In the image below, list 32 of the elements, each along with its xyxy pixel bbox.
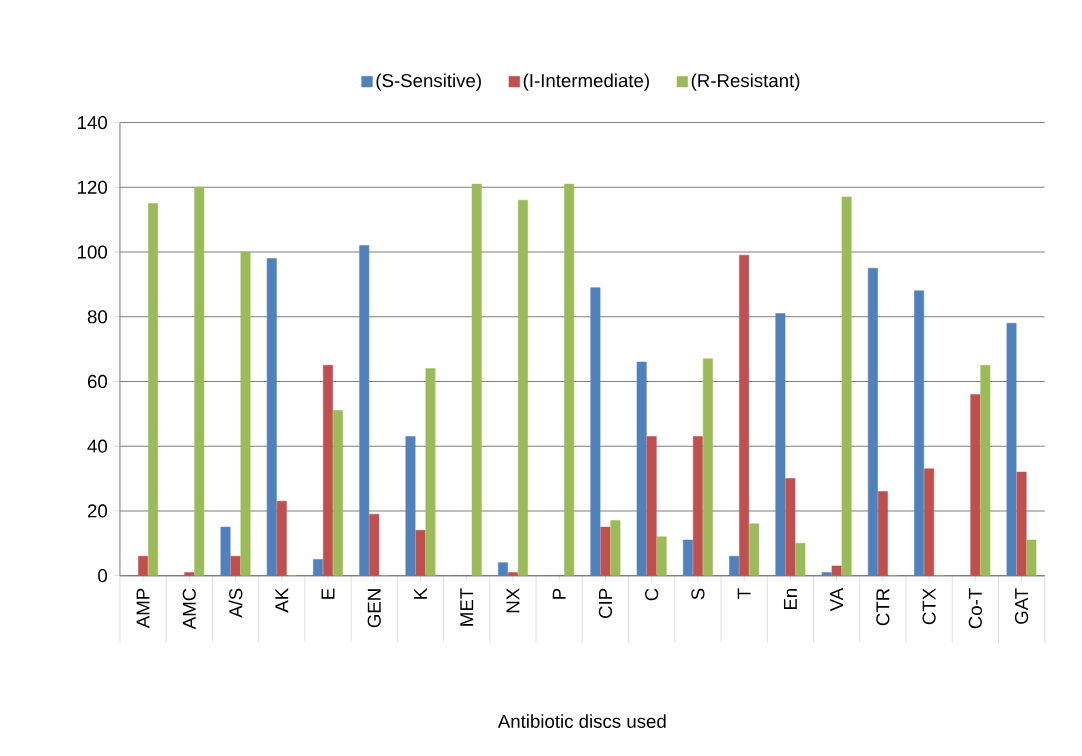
x-tick-label: CIP [598, 589, 613, 619]
x-tick-label: CTR [876, 588, 890, 626]
x-tick-label: VA [830, 588, 844, 612]
x-tick-label: A/S [228, 588, 243, 619]
x-tick-label: P [552, 589, 566, 599]
x-tick-label: Co-T [968, 588, 982, 629]
x-tick-label: T [737, 588, 751, 600]
y-tick-label: 80 [87, 310, 108, 324]
y-tick-label: 60 [87, 375, 108, 389]
x-tick-label: AMP [136, 589, 150, 629]
x-axis-title: Antibiotic discs used [497, 714, 666, 729]
x-tick-label: GEN [367, 589, 381, 628]
y-tick-label: 140 [78, 116, 108, 130]
y-tick-label: 0 [98, 569, 108, 583]
x-tick-label: S [691, 588, 705, 600]
x-tick-label: NX [506, 588, 520, 613]
x-tick-label: E [321, 588, 335, 599]
x-tick-label: En [783, 589, 797, 610]
y-tick-label: 20 [87, 504, 108, 518]
x-tick-label: AK [275, 588, 289, 613]
legend-label: (R-Resistant) [691, 73, 800, 92]
legend-label: (S-Sensitive) [376, 73, 481, 92]
legend-label: (I-Intermediate) [523, 73, 649, 92]
y-tick-label: 100 [78, 245, 108, 259]
y-tick-label: 120 [78, 180, 108, 195]
x-tick-label: CTX [922, 588, 936, 625]
x-tick-label: MET [460, 588, 474, 626]
x-tick-label: C [645, 588, 659, 601]
x-tick-label: AMC [182, 588, 196, 630]
y-tick-label: 40 [87, 439, 108, 454]
x-tick-label: GAT [1014, 588, 1029, 625]
x-tick-label: K [414, 588, 427, 599]
